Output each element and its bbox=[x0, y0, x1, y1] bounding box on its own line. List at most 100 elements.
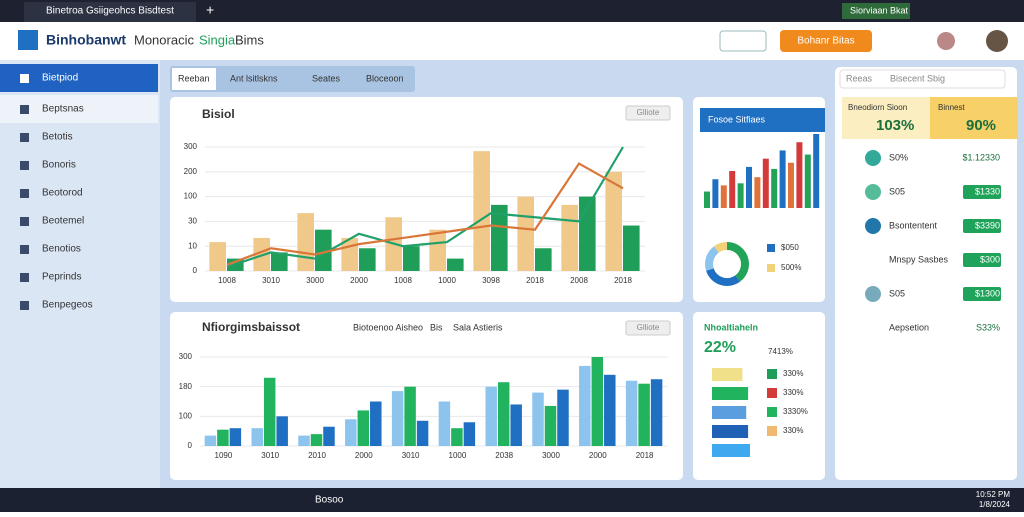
line bbox=[226, 162, 624, 266]
stat-label: Binnest bbox=[938, 103, 965, 112]
bar bbox=[788, 162, 794, 208]
search-box[interactable] bbox=[839, 69, 1006, 89]
hbar bbox=[712, 406, 747, 419]
bar bbox=[315, 229, 332, 271]
bar bbox=[535, 248, 552, 271]
nav-item[interactable]: Benpegeos bbox=[42, 300, 93, 311]
y-tick-label: 100 bbox=[184, 192, 198, 201]
nav-item[interactable]: Peprinds bbox=[42, 272, 81, 283]
bar bbox=[403, 246, 420, 271]
x-tick-label: 2008 bbox=[570, 276, 588, 285]
legend-item: 330% bbox=[783, 369, 803, 378]
bar bbox=[813, 134, 820, 208]
x-tick-label: 2038 bbox=[495, 451, 513, 460]
nav-item[interactable]: Bietpiod bbox=[42, 73, 78, 84]
legend-swatch bbox=[767, 388, 777, 398]
tab[interactable]: Seates bbox=[312, 73, 341, 83]
bar bbox=[497, 382, 510, 446]
bar bbox=[251, 428, 263, 446]
legend-swatch bbox=[767, 369, 777, 379]
row-badge bbox=[963, 219, 1001, 233]
bar bbox=[771, 168, 778, 208]
y-tick-label: 0 bbox=[193, 266, 198, 275]
stat-value: 103% bbox=[876, 117, 914, 134]
bar bbox=[746, 166, 752, 208]
tab-right[interactable] bbox=[842, 3, 910, 19]
bar bbox=[438, 401, 451, 446]
logo-icon bbox=[18, 30, 38, 50]
nav-item[interactable]: Betotis bbox=[42, 132, 73, 143]
side-big: 22% bbox=[704, 339, 736, 356]
row-value: $1.12330 bbox=[962, 152, 1000, 162]
nav-icon bbox=[20, 217, 29, 226]
bar bbox=[209, 242, 226, 271]
line bbox=[226, 146, 624, 268]
new-tab[interactable]: + bbox=[206, 2, 214, 18]
row-value: $1330 bbox=[975, 186, 1000, 196]
card-button[interactable] bbox=[625, 320, 671, 336]
bar bbox=[532, 392, 544, 446]
bar bbox=[416, 420, 429, 446]
tab[interactable]: Ant lsitlskns bbox=[230, 73, 278, 83]
nav-item[interactable]: Bonoris bbox=[42, 160, 76, 171]
bar bbox=[729, 171, 736, 208]
bar bbox=[804, 154, 811, 208]
header-title: Monoracic bbox=[134, 32, 194, 47]
row-label: S05 bbox=[889, 288, 905, 298]
bar bbox=[370, 401, 382, 446]
y-tick-label: 30 bbox=[188, 217, 197, 226]
bar bbox=[404, 386, 416, 446]
browser-bar bbox=[0, 0, 1024, 22]
bar bbox=[737, 183, 744, 208]
legend-item: 330% bbox=[783, 426, 803, 435]
avatar[interactable] bbox=[937, 32, 955, 50]
y-tick-label: 200 bbox=[184, 167, 198, 176]
bar bbox=[561, 204, 578, 271]
legend-item: Biotoenoo Aisheo bbox=[353, 322, 423, 332]
tab-title: Binetroa Gsiigeohcs Bisdtest bbox=[46, 6, 174, 17]
icon-button[interactable] bbox=[719, 30, 767, 52]
y-tick-label: 300 bbox=[179, 352, 193, 361]
action-label: Bohanr Bitas bbox=[797, 36, 854, 47]
tab-right-label: Siorviaan Bkat bbox=[850, 5, 909, 15]
nav-icon bbox=[20, 74, 29, 83]
card-title: Bisiol bbox=[202, 107, 235, 121]
nav-item[interactable]: Beptsnas bbox=[42, 104, 84, 115]
nav-item[interactable]: Benotios bbox=[42, 244, 81, 255]
stat-label: Bneodiorn Sioon bbox=[848, 103, 907, 112]
bar bbox=[473, 151, 490, 271]
row-avatar bbox=[865, 286, 881, 302]
bar bbox=[297, 213, 314, 271]
legend-swatch bbox=[767, 426, 777, 436]
hbar bbox=[712, 368, 743, 381]
tab[interactable]: Reeban bbox=[178, 73, 210, 83]
bar bbox=[391, 391, 404, 446]
action-button[interactable] bbox=[780, 30, 872, 52]
bar bbox=[485, 386, 497, 446]
browser-tab[interactable] bbox=[24, 2, 196, 22]
avatar[interactable] bbox=[986, 30, 1008, 52]
search-hint: Bisecent Sbig bbox=[890, 73, 945, 83]
mini-title: Fosoe Sitfiaes bbox=[708, 114, 766, 124]
card-button-label: Glliote bbox=[637, 108, 660, 117]
x-tick-label: 1090 bbox=[215, 451, 233, 460]
nav-icon bbox=[20, 189, 29, 198]
nav-item[interactable]: Beotorod bbox=[42, 188, 83, 199]
bar bbox=[345, 419, 357, 446]
legend-swatch bbox=[767, 264, 775, 272]
bar bbox=[762, 158, 769, 208]
nav-icon bbox=[20, 301, 29, 310]
legend-item: 3330% bbox=[783, 407, 808, 416]
taskbar-app: Bosoo bbox=[315, 495, 344, 506]
tab[interactable]: Bloceoon bbox=[366, 73, 404, 83]
row-badge bbox=[963, 287, 1001, 301]
bar bbox=[463, 422, 476, 446]
row-avatar bbox=[865, 150, 881, 166]
nav-item[interactable]: Beotemel bbox=[42, 216, 84, 227]
card-title: Nfiorgimsbaissot bbox=[202, 320, 300, 334]
tab-active bbox=[172, 68, 216, 90]
legend-item: 500% bbox=[781, 263, 801, 272]
hbar bbox=[712, 444, 750, 457]
card-button[interactable] bbox=[625, 105, 671, 121]
